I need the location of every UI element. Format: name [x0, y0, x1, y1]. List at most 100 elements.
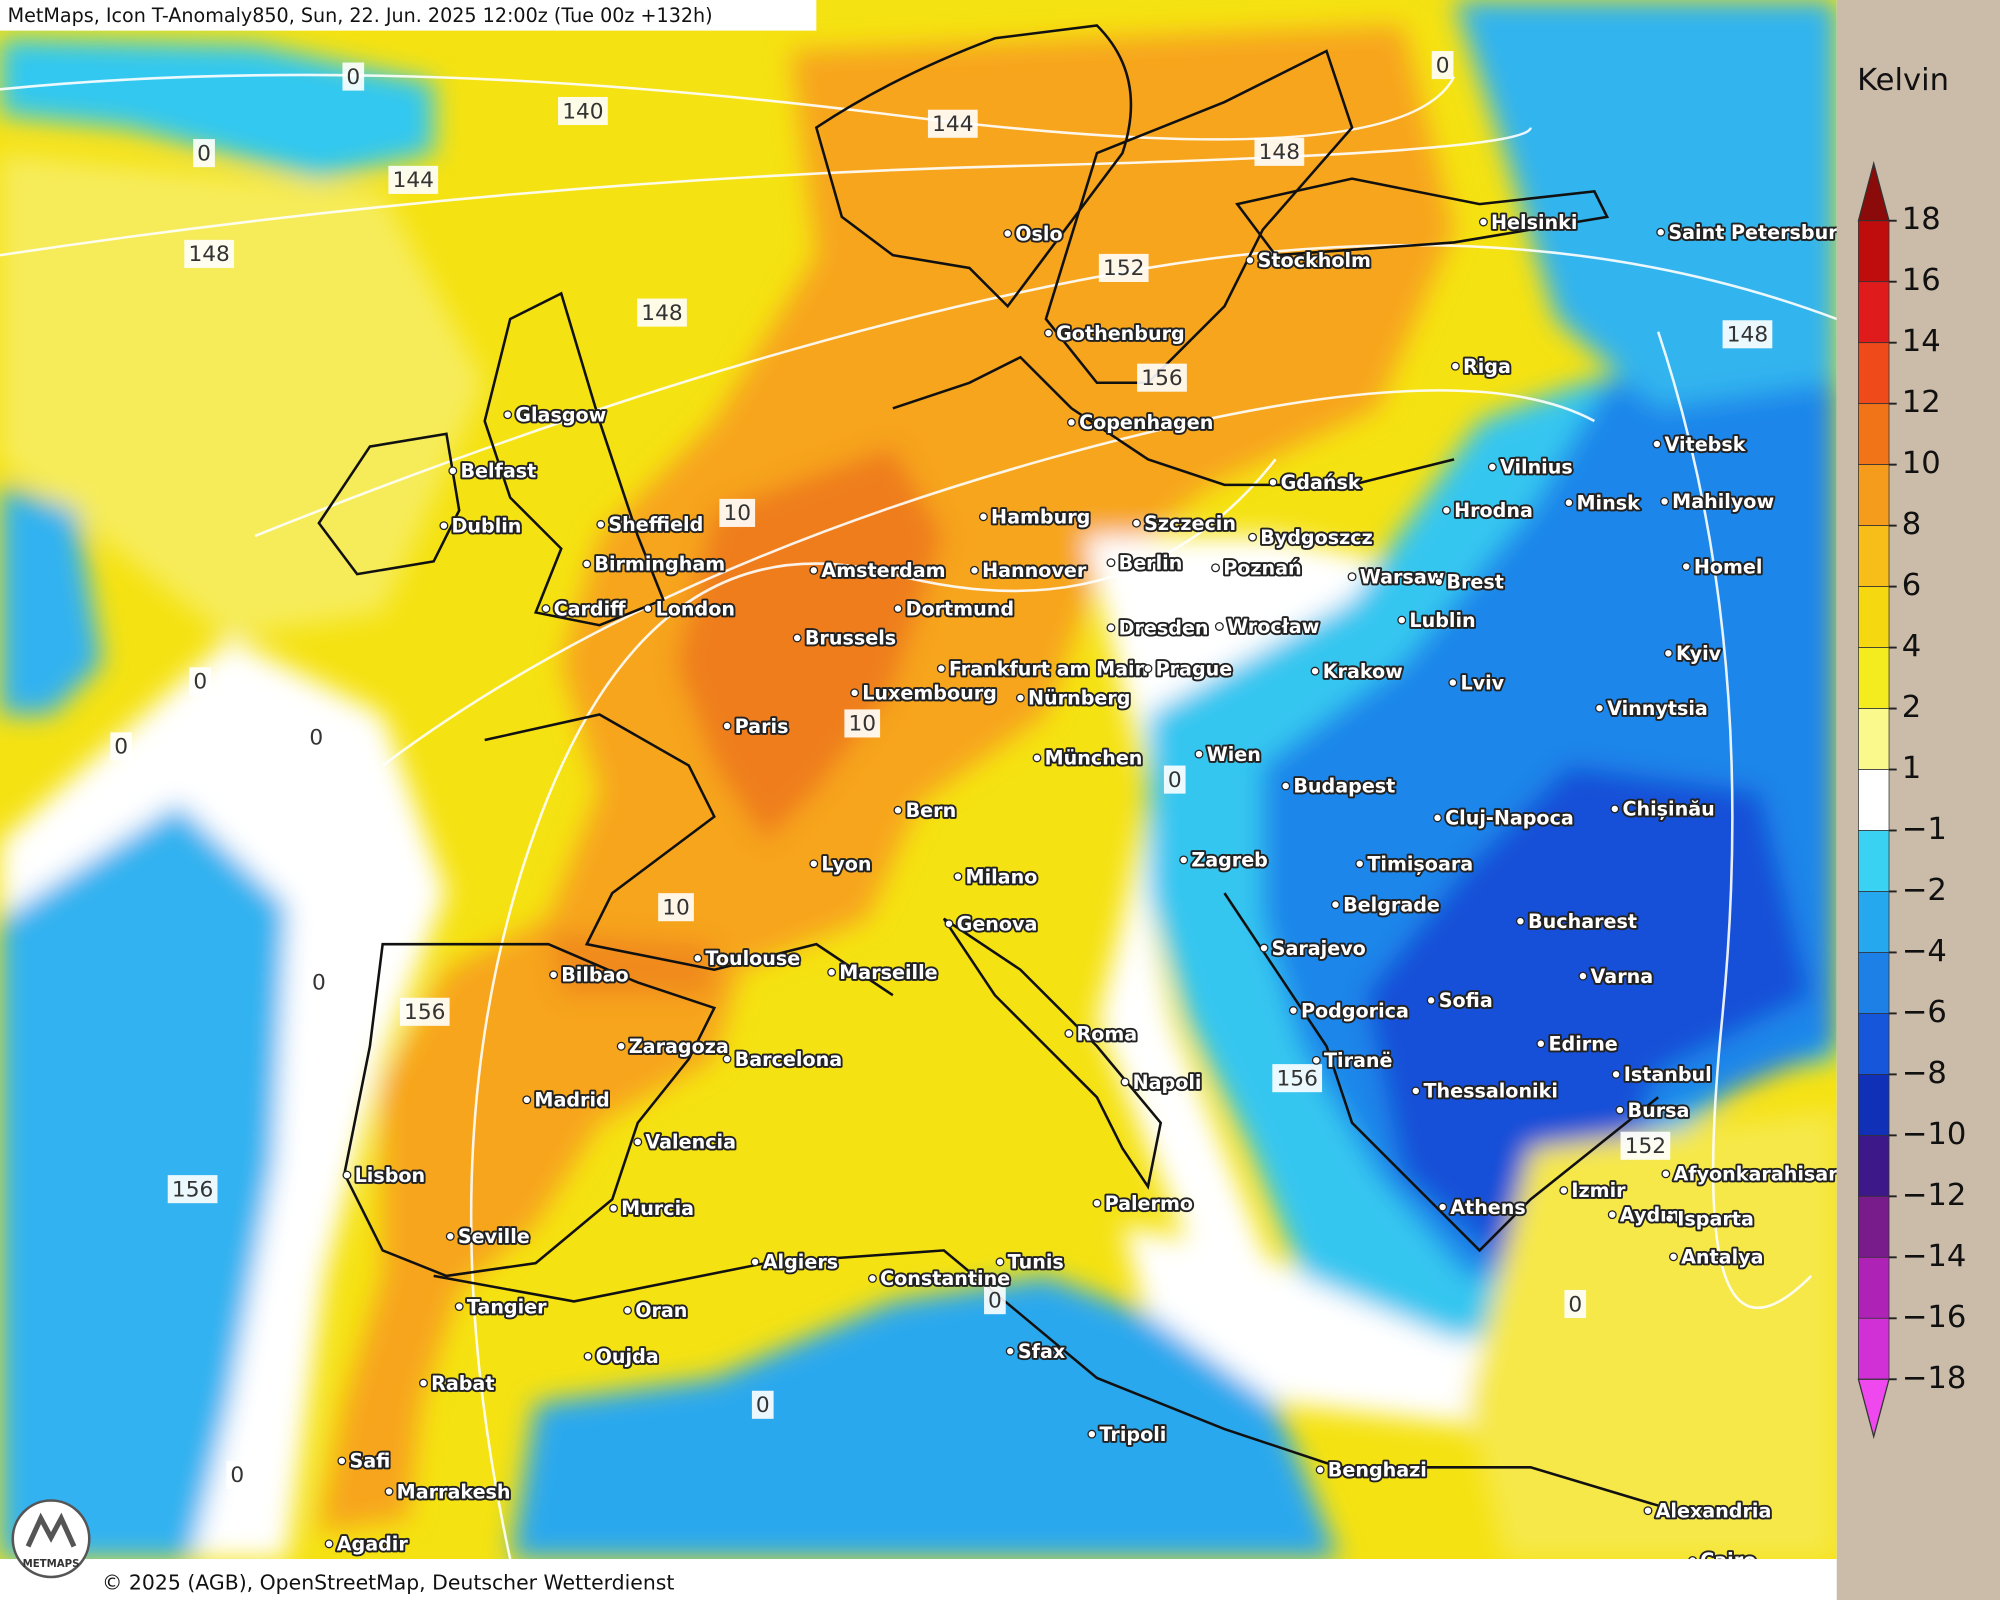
legend-cap — [1857, 1378, 1890, 1440]
legend-tick-label: −16 — [1902, 1300, 1967, 1335]
contour-label-box — [844, 709, 881, 738]
city-dot — [1330, 900, 1340, 910]
city-dot — [850, 688, 860, 698]
legend: 18 16 14 12 10 8 6 4 2 1 −1 −2 −4 −6 −8 −10 −12 −14 −16 −18 — [1857, 160, 1967, 1440]
city-dot — [1450, 361, 1460, 371]
city-dot — [809, 565, 819, 575]
legend-swatch — [1858, 708, 1890, 770]
city-dot — [419, 1378, 428, 1388]
city-label: Riga — [1463, 355, 1511, 378]
city-label: Glasgow — [515, 403, 606, 426]
city-label: Antalya — [1681, 1246, 1763, 1269]
city-label: Homel — [1694, 555, 1763, 578]
contour-label-box — [1137, 363, 1187, 392]
city-label: Isparta — [1677, 1207, 1754, 1230]
city-label: Valencia — [645, 1131, 736, 1154]
city-dot — [893, 805, 903, 815]
city-label: Oujda — [596, 1345, 659, 1368]
city-label: Tangier — [467, 1295, 547, 1318]
legend-tick-label: −4 — [1902, 934, 1947, 969]
city-label: Genova — [957, 913, 1038, 936]
city-label: Lyon — [821, 853, 871, 876]
city-dot — [1106, 623, 1116, 633]
city-label: Sheffield — [608, 513, 703, 536]
city-label: Rabat — [431, 1372, 494, 1395]
contour-label: 0 — [312, 971, 326, 996]
city-label: Stockholm — [1258, 249, 1371, 272]
city-label: Wrocław — [1227, 615, 1319, 638]
legend-swatch — [1858, 1317, 1890, 1380]
header-bar — [0, 0, 817, 31]
city-dot — [1578, 971, 1588, 981]
city-dot — [1656, 227, 1666, 237]
legend-tick-label: −2 — [1902, 873, 1947, 908]
city-label: Szczecin — [1144, 512, 1236, 535]
city-label: Agadir — [337, 1533, 409, 1556]
contour-label: 0 — [1436, 53, 1450, 78]
city-label: Edirne — [1548, 1032, 1617, 1055]
contour-label-box — [184, 239, 235, 268]
city-dot — [1311, 1055, 1321, 1065]
city-label: Murcia — [621, 1197, 694, 1220]
city-dot — [1660, 496, 1670, 506]
city-label: Zaragoza — [629, 1035, 729, 1058]
city-label: Marseille — [839, 961, 937, 984]
contour-label-box — [1620, 1131, 1671, 1160]
legend-tick-label: 14 — [1902, 324, 1941, 359]
logo: METMAPS — [11, 1499, 91, 1579]
contour-label: 0 — [114, 735, 128, 760]
city-dot — [439, 521, 449, 531]
header-title: MetMaps, Icon T-Anomaly850, Sun, 22. Jun… — [8, 4, 713, 27]
contour-label: 156 — [1141, 366, 1182, 391]
logo-text: METMAPS — [23, 1559, 80, 1570]
contour-label-box — [751, 1390, 774, 1419]
legend-tick-label: 10 — [1902, 446, 1941, 481]
city-dot — [1652, 439, 1662, 449]
city-dot — [1003, 229, 1013, 238]
legend-tick-label: 2 — [1902, 690, 1921, 725]
city-label: London — [656, 597, 735, 620]
city-dot — [384, 1487, 394, 1497]
city-label: Varna — [1591, 965, 1654, 988]
city-label: Kyiv — [1676, 642, 1722, 665]
city-dot — [722, 1054, 732, 1064]
city-dot — [1106, 558, 1116, 568]
city-label: Marrakesh — [397, 1480, 511, 1503]
city-dot — [693, 953, 703, 963]
contour-label-box — [189, 667, 212, 696]
city-label: Lisbon — [355, 1164, 426, 1187]
city-dot — [1426, 995, 1436, 1005]
city-label: Safi — [349, 1450, 390, 1473]
city-label: Bydgoszcz — [1260, 526, 1373, 549]
city-label: Gothenburg — [1056, 322, 1185, 345]
city-dot — [1044, 328, 1053, 338]
contour-label: 0 — [309, 726, 323, 751]
city-label: Roma — [1077, 1022, 1138, 1045]
city-label: Oran — [635, 1299, 687, 1322]
city-label: Frankfurt am Main — [949, 657, 1148, 680]
city-label: Chișinău — [1622, 798, 1714, 821]
contour-label-box — [110, 732, 133, 761]
city-label: Palermo — [1105, 1192, 1193, 1215]
city-dot — [944, 919, 954, 929]
legend-swatch — [1858, 586, 1890, 648]
city-label: Paris — [735, 715, 789, 738]
city-label: Minsk — [1577, 491, 1642, 514]
contour-label: 0 — [988, 1288, 1002, 1313]
city-label: Vilnius — [1500, 456, 1573, 479]
city-label: Bern — [906, 799, 957, 822]
city-label: Thessaloniki — [1423, 1080, 1557, 1103]
contour-label-box — [388, 165, 439, 194]
contour-label-box — [658, 893, 694, 922]
contour-label-box — [637, 298, 687, 327]
city-dot — [827, 967, 837, 977]
city-dot — [1397, 615, 1407, 625]
city-label: Alexandria — [1656, 1499, 1772, 1522]
legend-swatch — [1858, 1134, 1890, 1197]
city-dot — [1487, 462, 1497, 472]
contour-label: 148 — [1259, 140, 1300, 165]
city-dot — [454, 1302, 464, 1312]
city-dot — [1564, 498, 1574, 508]
city-label: Cluj-Napoca — [1445, 807, 1574, 830]
